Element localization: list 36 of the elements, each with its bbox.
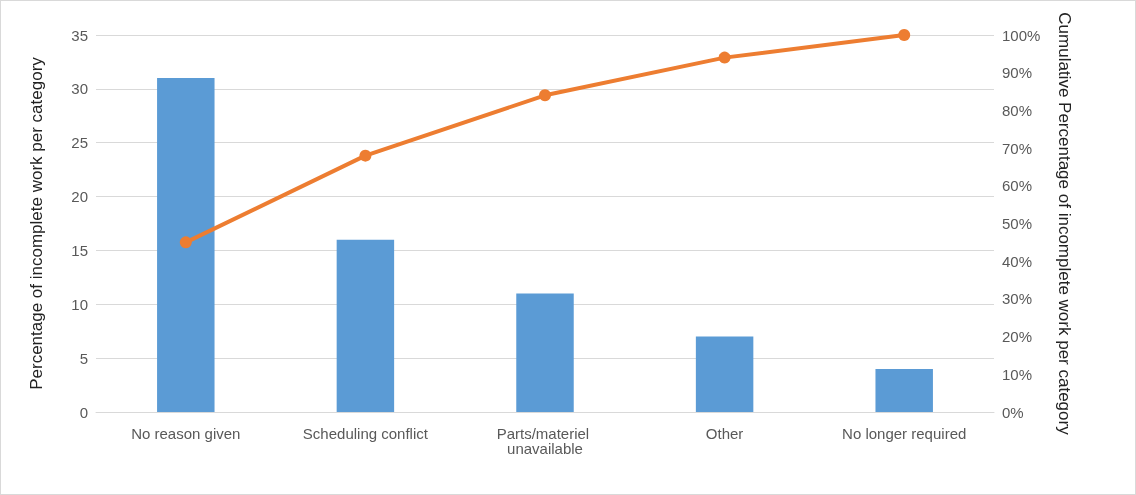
y2-tick-label: 30% [1002, 290, 1033, 308]
y2-tick-label: 70% [1002, 139, 1033, 157]
point [359, 149, 372, 162]
x-tick-label: Other [705, 425, 744, 442]
bar [157, 78, 215, 412]
x-tick-label: No longer required [842, 425, 967, 442]
y-axis-title: Percentage of incomplete work per category [26, 56, 46, 390]
y2-tick-label: 60% [1002, 177, 1033, 195]
y2-tick-label: 100% [1002, 26, 1041, 44]
point [898, 29, 911, 41]
bar [875, 368, 933, 412]
point [718, 51, 731, 64]
point [179, 236, 192, 249]
y2-tick-label: 10% [1002, 365, 1033, 383]
y-tick-label: 25 [71, 134, 88, 152]
y-tick-label: 20 [71, 188, 88, 206]
y-tick-label: 0 [79, 403, 88, 421]
y2-tick-label: 0% [1002, 403, 1024, 421]
point [539, 89, 551, 102]
y2-tick-label: 20% [1002, 328, 1033, 346]
y2-tick-label: 50% [1002, 215, 1033, 232]
bar [695, 336, 754, 412]
x-tick-label: No reason given [131, 425, 241, 442]
y2-tick-label: 40% [1002, 252, 1033, 270]
y-tick-label: 10 [71, 295, 88, 313]
bar [516, 293, 574, 412]
y-tick-label: 5 [79, 349, 88, 367]
y2-axis-title: Cumulative Percentage of incomplete work per category [1054, 12, 1074, 436]
y2-tick-label: 90% [1002, 64, 1033, 82]
x-tick-label: Parts/materiel unavailable [496, 425, 594, 457]
y-tick-label: 30 [71, 80, 88, 98]
y-tick-label: 35 [71, 26, 88, 44]
y-tick-label: 15 [71, 241, 88, 259]
y2-tick-label: 80% [1002, 101, 1033, 119]
x-tick-label: Scheduling conflict [302, 425, 429, 442]
bar [336, 239, 395, 412]
